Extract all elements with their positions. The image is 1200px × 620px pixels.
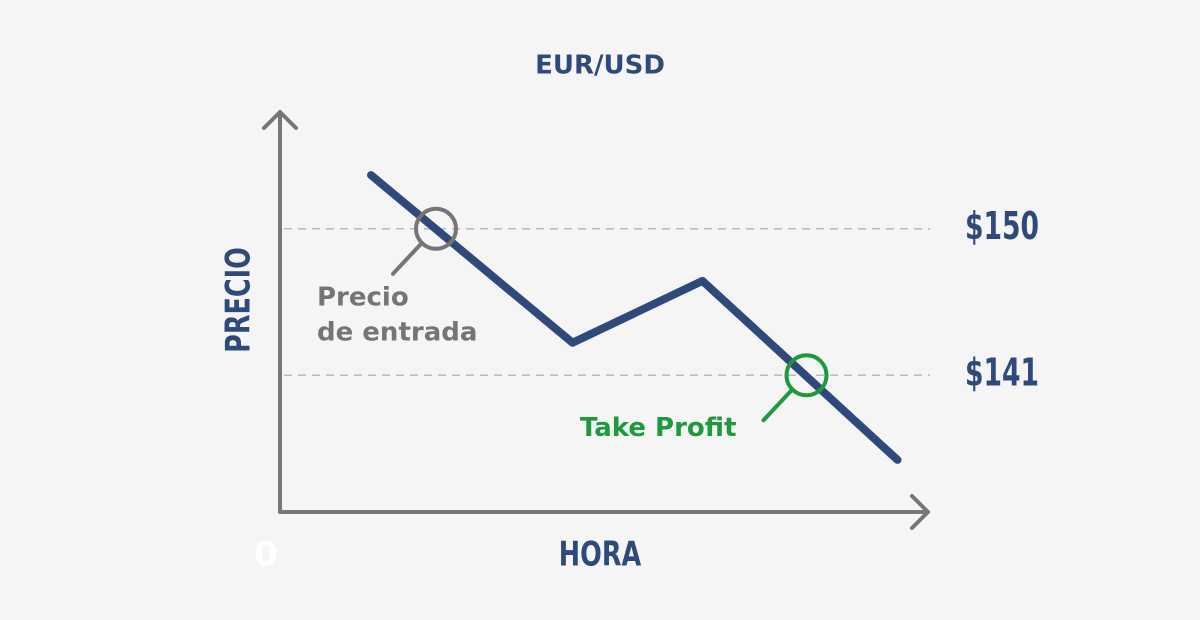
- y-tick-label: $150: [965, 204, 1039, 248]
- y-axis-label: PRECIO: [219, 247, 259, 353]
- y-tick-label: $141: [965, 351, 1039, 395]
- annotation-text: Precio: [317, 282, 409, 312]
- annotation-text: de entrada: [317, 317, 477, 347]
- x-arrow: [910, 494, 930, 530]
- y-arrow: [262, 110, 298, 130]
- axes: [262, 110, 930, 530]
- x-axis-label: HORA: [559, 535, 642, 575]
- annotation-leader: [391, 240, 424, 276]
- axis-lines: [278, 110, 930, 514]
- annotation-marker: [784, 353, 829, 398]
- x-tick-label: 0: [254, 535, 278, 575]
- annotation-marker: [414, 206, 458, 251]
- annotation-text: Take Profit: [580, 413, 737, 443]
- annotation-leader: [761, 387, 795, 423]
- price-line: [367, 171, 902, 464]
- chart-title: EUR/USD: [535, 51, 665, 81]
